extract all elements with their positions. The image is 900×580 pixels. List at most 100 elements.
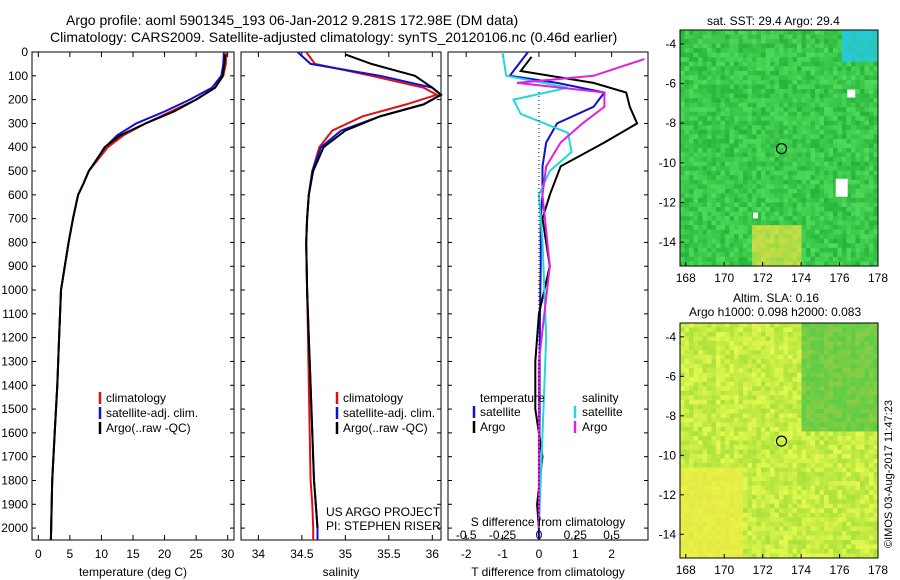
sla-map-cell	[698, 544, 703, 550]
sla-map-cell	[743, 449, 748, 455]
sst-map-cell	[846, 30, 852, 35]
sla-map-cell	[747, 458, 753, 464]
sst-map-cell	[855, 30, 861, 35]
sla-map-cell	[873, 476, 879, 482]
sst-map-cell	[819, 75, 825, 81]
sst-map-cell	[797, 202, 802, 208]
sst-map-cell	[711, 116, 717, 122]
sla-map-cell	[734, 530, 739, 536]
sla-map-cell	[860, 413, 865, 419]
sst-map-cell	[797, 256, 802, 262]
sla-map-cell	[738, 512, 744, 518]
sla-map-cell	[792, 381, 798, 387]
sst-map-cell	[752, 134, 757, 140]
sla-map-ytick-label: -6	[665, 369, 676, 383]
sla-map-cell	[846, 399, 852, 405]
sst-map-cell	[693, 98, 699, 104]
sla-map-cell	[828, 499, 834, 505]
sla-map-cell	[761, 485, 766, 491]
sst-map-cell	[752, 220, 757, 226]
sst-map-cell	[711, 102, 717, 108]
sla-map-cell	[774, 381, 780, 387]
sla-map-cell	[725, 454, 730, 459]
sla-map-cell	[855, 359, 861, 365]
sla-map-cell	[711, 508, 717, 514]
sla-map-cell	[761, 526, 766, 532]
sst-map-cell	[806, 197, 811, 203]
sst-map-cell	[734, 184, 739, 190]
sla-map-cell	[707, 386, 712, 392]
sst-map-cell	[698, 188, 703, 194]
sla-map-cell	[711, 390, 717, 396]
sst-map-cell	[851, 148, 856, 153]
sst-map-cell	[797, 84, 802, 90]
sla-map-cell	[842, 404, 847, 410]
sla-map-cell	[873, 553, 879, 559]
sst-map-cell	[779, 170, 784, 176]
sst-map-cell	[801, 197, 807, 203]
sst-map-cell	[810, 175, 816, 181]
sla-map-cell	[693, 341, 699, 346]
sla-map-cell	[815, 399, 820, 405]
sla-map-cell	[824, 435, 829, 441]
sst-map-cell	[752, 197, 757, 203]
salinity-xtick-label: 36	[426, 547, 440, 561]
sla-map-cell	[747, 476, 753, 482]
sst-map-cell	[819, 148, 825, 153]
sst-map-frame	[679, 29, 879, 267]
sla-map-cell	[819, 332, 825, 337]
sst-map-cell	[788, 216, 793, 222]
sla-map-cell	[842, 481, 847, 487]
sst-map-cell	[689, 125, 694, 131]
sst-map-cell	[792, 202, 798, 208]
sst-map-cell	[819, 216, 825, 222]
sst-map-cell	[774, 116, 780, 122]
sst-map-cell	[707, 170, 712, 176]
sst-map-cell	[873, 43, 879, 49]
sst-map-cell	[698, 193, 703, 199]
sla-map-cell	[711, 404, 717, 410]
sla-map-cell	[815, 440, 820, 446]
sst-map-cell	[797, 152, 802, 158]
sla-map-cell	[747, 345, 753, 351]
sst-map-cell	[729, 157, 735, 163]
sst-map-cell	[729, 243, 735, 249]
sla-map-cell	[765, 494, 771, 500]
sst-map-cell	[734, 102, 739, 108]
sst-map-cell	[842, 111, 847, 117]
sla-map-cell	[770, 332, 775, 337]
sla-map-cell	[747, 332, 753, 337]
sst-map-cell	[747, 211, 753, 217]
sst-map-cell	[842, 252, 847, 258]
sst-map-cell	[873, 243, 879, 249]
sst-map-cell	[770, 211, 775, 217]
sst-map-cell	[783, 179, 789, 185]
sst-map-cell	[693, 107, 699, 113]
sla-map-cell	[828, 345, 834, 351]
sla-map-cell	[792, 390, 798, 396]
sst-map-cell	[770, 66, 775, 72]
sla-map-cell	[756, 327, 762, 333]
sla-map-cell	[855, 503, 861, 509]
sla-map-cell	[869, 404, 874, 410]
sst-map-cell	[833, 98, 838, 104]
sst-map-cell	[792, 34, 798, 40]
sst-map-cell	[770, 256, 775, 262]
sla-map-cell	[707, 494, 712, 500]
sst-map-cell	[828, 152, 834, 158]
sst-map-cell	[761, 125, 766, 131]
sst-map-xtick-label: 174	[791, 271, 811, 285]
sla-map-cell	[738, 431, 744, 437]
sst-map-cell	[761, 234, 766, 240]
sla-map-cell	[752, 503, 757, 509]
sst-map-cell	[792, 252, 798, 258]
sla-map-cell	[734, 463, 739, 469]
sla-map-cell	[684, 350, 690, 356]
depth-tick-label: 400	[8, 140, 28, 154]
sla-map-cell	[743, 548, 748, 554]
sla-map-cell	[716, 463, 721, 469]
sst-map-cell	[693, 89, 699, 94]
sst-map-cell	[725, 79, 730, 85]
sla-map-cell	[752, 368, 757, 374]
sla-map-cell	[689, 521, 694, 527]
